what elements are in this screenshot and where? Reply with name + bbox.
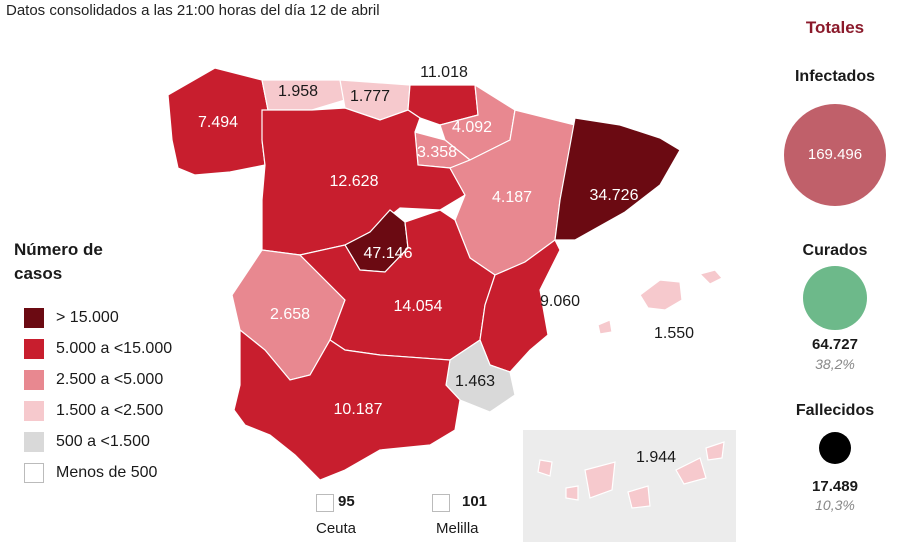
region-canarias-4[interactable] <box>627 485 651 509</box>
legend-title: Número de casos <box>14 240 103 283</box>
legend-swatch <box>24 462 44 483</box>
region-value-label: 9.060 <box>540 293 580 310</box>
legend-label: 5.000 a <15.000 <box>56 339 173 357</box>
region-value-label: 11.018 <box>420 64 468 81</box>
fallecidos-pct: 10,3% <box>815 497 855 513</box>
melilla-swatch <box>432 494 450 512</box>
region-valenciana[interactable] <box>479 239 561 373</box>
region-andalucia[interactable] <box>233 328 461 481</box>
melilla-label: Melilla <box>436 520 479 537</box>
region-value-label: 4.187 <box>492 189 532 206</box>
infectados-value: 169.496 <box>807 146 863 163</box>
infectados-circle <box>784 104 886 206</box>
fallecidos-circle <box>819 432 851 464</box>
region-canarias-5[interactable] <box>675 457 707 485</box>
region-canarias-2[interactable] <box>565 485 579 501</box>
legend-item: 5.000 a <15.000 <box>24 333 172 364</box>
ceuta-label: Ceuta <box>316 520 357 537</box>
region-value-label: 1.550 <box>654 325 694 342</box>
legend-item: 2.500 a <5.000 <box>24 364 172 395</box>
region-castilla-leon[interactable] <box>261 107 466 256</box>
region-value-label: 34.726 <box>590 187 639 204</box>
legend: > 15.000 5.000 a <15.000 2.500 a <5.000 … <box>24 302 172 488</box>
region-asturias[interactable] <box>261 79 346 111</box>
region-value-label: 4.092 <box>452 119 492 136</box>
legend-label: Menos de 500 <box>56 463 158 481</box>
region-value-label: 47.146 <box>364 245 413 262</box>
legend-item: 500 a <1.500 <box>24 426 172 457</box>
region-value-label: 10.187 <box>334 401 383 418</box>
region-cataluna[interactable] <box>554 117 681 241</box>
infectados-label: Infectados <box>794 68 875 85</box>
region-canarias-3[interactable] <box>584 461 616 499</box>
legend-swatch <box>24 369 44 390</box>
region-value-label: 1.958 <box>278 83 318 100</box>
region-value-label: 1.944 <box>636 449 676 466</box>
legend-item: Menos de 500 <box>24 457 172 488</box>
region-baleares-menorca[interactable] <box>698 269 723 285</box>
legend-swatch <box>24 431 44 452</box>
legend-label: 500 a <1.500 <box>56 432 150 450</box>
region-value-label: 1.777 <box>350 88 390 105</box>
region-value-label: 7.494 <box>198 114 238 131</box>
subtitle: Datos consolidados a las 21:00 horas del… <box>6 2 380 19</box>
curados-pct: 38,2% <box>815 356 855 372</box>
curados-value: 64.727 <box>812 336 858 353</box>
curados-circle <box>803 266 867 330</box>
melilla-value: 101 <box>462 493 488 510</box>
legend-label: 1.500 a <2.500 <box>56 401 164 419</box>
region-value-label: 12.628 <box>330 173 379 190</box>
totals-title: Totales <box>805 18 865 37</box>
legend-label: > 15.000 <box>56 308 119 326</box>
region-value-label: 14.054 <box>394 298 443 315</box>
legend-label: 2.500 a <5.000 <box>56 370 164 388</box>
curados-label: Curados <box>802 242 868 259</box>
region-value-label: 3.358 <box>417 144 457 161</box>
ceuta-swatch <box>316 494 334 512</box>
region-canarias-1[interactable] <box>537 459 553 477</box>
canarias-inset <box>523 430 736 542</box>
ceuta-value: 95 <box>338 493 355 510</box>
region-value-label: 1.463 <box>455 373 495 390</box>
region-value-label: 2.658 <box>270 306 310 323</box>
region-baleares-ibiza[interactable] <box>597 319 613 335</box>
legend-item: > 15.000 <box>24 302 172 333</box>
region-canarias-6[interactable] <box>705 441 725 461</box>
fallecidos-value: 17.489 <box>812 478 858 495</box>
legend-item: 1.500 a <2.500 <box>24 395 172 426</box>
legend-swatch <box>24 338 44 359</box>
legend-swatch <box>24 307 44 328</box>
fallecidos-label: Fallecidos <box>795 402 875 419</box>
region-baleares-mallorca[interactable] <box>639 279 683 311</box>
legend-swatch <box>24 400 44 421</box>
